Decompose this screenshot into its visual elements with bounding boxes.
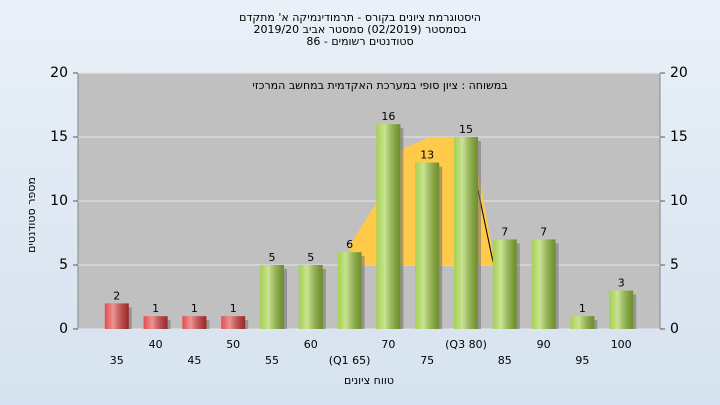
value-label: 13	[420, 149, 434, 162]
x-tick-label: 95	[575, 354, 589, 367]
y-tick-label: 15	[50, 129, 68, 145]
title-line: סטודנטים רשומים - 86	[306, 35, 413, 48]
x-tick-label: 40	[149, 338, 163, 351]
y2-tick-label: 10	[670, 193, 688, 209]
value-label: 6	[346, 238, 353, 251]
y-axis-label: מספר סטודנטים	[25, 177, 38, 253]
bar-shine	[298, 265, 323, 329]
y2-tick-label: 15	[670, 129, 688, 145]
bar-shine	[570, 316, 595, 329]
x-tick-label: 35	[110, 354, 124, 367]
value-label: 2	[113, 289, 120, 302]
value-label: 3	[618, 277, 625, 290]
y-tick-label: 20	[50, 65, 68, 81]
bar-shine	[182, 316, 207, 329]
value-label: 1	[579, 302, 586, 315]
bar-shine	[415, 162, 440, 329]
bar-shine	[221, 316, 246, 329]
value-label: 1	[191, 302, 198, 315]
x-tick-label: (Q1 65)	[329, 354, 371, 367]
x-tick-label: 85	[498, 354, 512, 367]
bar-shine	[260, 265, 284, 329]
x-tick-label: 75	[420, 354, 434, 367]
bar-shine	[337, 252, 362, 329]
bar-shine	[454, 137, 478, 329]
title-line: בסמסטר (02/2019) סמסטר אביב 2019/20	[253, 23, 466, 36]
title-line: היסטוגרמת ציונים בקורס - תרמודינמיקה א' …	[239, 11, 481, 24]
x-tick-label: 45	[187, 354, 201, 367]
value-label: 15	[459, 123, 473, 136]
bar-shine	[143, 316, 168, 329]
value-label: 7	[501, 225, 508, 238]
value-label: 5	[307, 251, 314, 264]
x-tick-label: 100	[611, 338, 632, 351]
value-label: 7	[540, 225, 547, 238]
value-label: 5	[269, 251, 276, 264]
value-label: 1	[152, 302, 159, 315]
bar-shine	[376, 124, 401, 329]
x-axis-label: טווח ציונים	[344, 374, 394, 387]
x-tick-label: 55	[265, 354, 279, 367]
y-tick-label: 5	[59, 257, 68, 273]
x-tick-label: (Q3 80)	[445, 338, 487, 351]
x-tick-label: 90	[537, 338, 551, 351]
bar-shine	[531, 239, 556, 329]
bar-shine	[492, 239, 517, 329]
x-tick-label: 50	[226, 338, 240, 351]
annotation: במשוחה : ציון סופי במערכת האקדמית במחשב …	[252, 79, 507, 92]
y2-tick-label: 5	[670, 257, 679, 273]
x-tick-label: 70	[381, 338, 395, 351]
value-label: 1	[230, 302, 237, 315]
x-tick-label: 60	[304, 338, 318, 351]
bar-shine	[104, 303, 129, 329]
y2-tick-label: 20	[670, 65, 688, 81]
bar-shine	[609, 290, 634, 329]
y-tick-label: 0	[59, 321, 68, 337]
y-tick-label: 10	[50, 193, 68, 209]
value-label: 16	[381, 110, 395, 123]
y2-tick-label: 0	[670, 321, 679, 337]
